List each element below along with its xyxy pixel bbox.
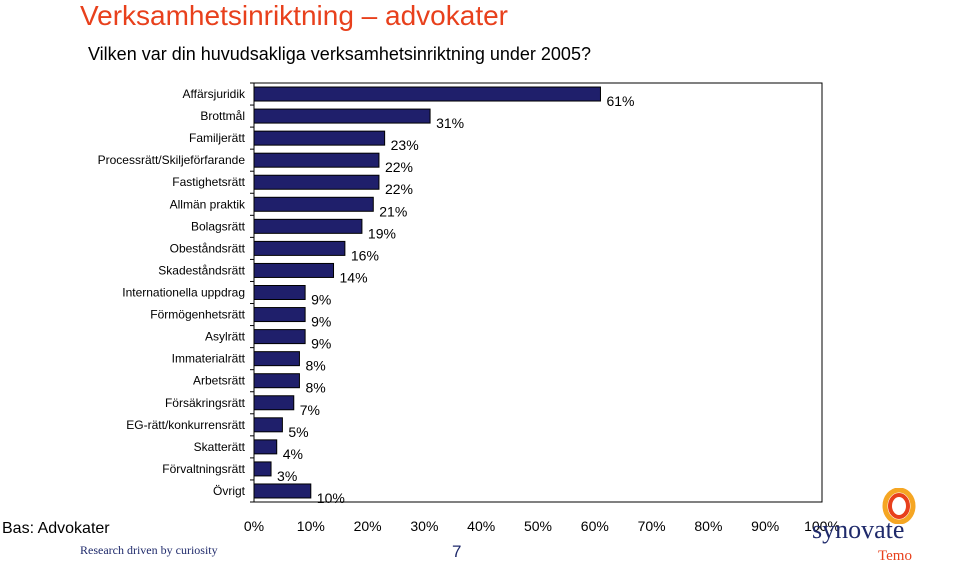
category-label: EG-rätt/konkurrensrätt: [126, 418, 245, 432]
value-label: 14%: [340, 269, 368, 285]
bar: [253, 262, 335, 278]
x-tick-label: 50%: [524, 518, 552, 534]
value-label: 5%: [288, 424, 308, 440]
bar: [253, 152, 380, 168]
value-label: 21%: [379, 203, 407, 219]
value-label: 4%: [283, 446, 303, 462]
category-label: Skatterätt: [194, 440, 246, 454]
value-labels-group: 61% 31% 23% 22% 22% 21% 19% 16% 14% 9% 9% 9% 8% 8% 7% 5…: [277, 93, 634, 506]
synovate-logo: synovate Temo: [808, 485, 958, 565]
x-ticks-group: 0% 10% 20% 30% 40% 50% 60% 70% 80% 90% 100%: [244, 518, 840, 534]
bar: [253, 307, 306, 323]
value-label: 7%: [300, 402, 320, 418]
base-label: Bas: Advokater: [2, 520, 110, 537]
logo-sub-text: Temo: [878, 548, 912, 564]
value-label: 19%: [368, 225, 396, 241]
bar: [253, 373, 300, 389]
value-label: 8%: [305, 380, 325, 396]
x-tick-label: 0%: [244, 518, 264, 534]
category-label: Obeståndsrätt: [170, 241, 246, 255]
category-label: Fastighetsrätt: [172, 175, 245, 189]
bar: [253, 130, 386, 146]
bar: [253, 461, 272, 477]
bars-group: [253, 86, 601, 499]
bar: [253, 174, 380, 190]
bar: [253, 417, 283, 433]
category-label: Allmän praktik: [170, 197, 246, 211]
value-label: 9%: [311, 336, 331, 352]
bar: [253, 196, 374, 212]
value-label: 9%: [311, 314, 331, 330]
category-label: Arbetsrätt: [193, 374, 246, 388]
value-label: 22%: [385, 181, 413, 197]
plot-frame: [250, 82, 823, 503]
page-number: 7: [452, 542, 462, 561]
x-tick-label: 100%: [804, 518, 840, 534]
value-label: 23%: [391, 137, 419, 153]
bar: [253, 351, 300, 367]
category-label: Internationella uppdrag: [122, 286, 245, 300]
survey-question: Vilken var din huvudsakliga verksamhetsi…: [88, 44, 591, 64]
bar: [253, 285, 306, 300]
value-label: 16%: [351, 247, 379, 263]
value-label: 3%: [277, 468, 297, 484]
x-tick-label: 60%: [581, 518, 609, 534]
value-label: 9%: [311, 292, 331, 308]
bar: [253, 329, 306, 345]
value-label: 22%: [385, 159, 413, 175]
category-label: Processrätt/Skiljeförfarande: [98, 153, 246, 167]
value-label: 8%: [305, 358, 325, 374]
bar: [253, 218, 363, 234]
category-label: Förmögenhetsrätt: [150, 308, 245, 322]
logo-brand-text: synovate: [812, 515, 905, 544]
bar: [253, 439, 278, 455]
bar: [253, 108, 431, 124]
category-label: Försäkringsrätt: [165, 396, 246, 410]
plot-area-border: [253, 82, 823, 503]
category-label: Immaterialrätt: [172, 352, 246, 366]
bar: [253, 86, 601, 102]
bar: [253, 483, 312, 499]
category-label: Asylrätt: [205, 330, 246, 344]
bar: [253, 240, 346, 256]
category-label: Förvaltningsrätt: [162, 462, 245, 476]
category-labels-group: Affärsjuridik Brottmål Familjerätt Processr…: [98, 87, 246, 498]
category-label: Skadeståndsrätt: [158, 263, 245, 277]
logo-ring-icon: [882, 488, 916, 524]
x-tick-label: 30%: [410, 518, 438, 534]
x-tick-label: 20%: [354, 518, 382, 534]
x-tick-label: 10%: [297, 518, 325, 534]
page-title: Verksamhetsinriktning – advokater: [80, 0, 508, 31]
category-label: Brottmål: [200, 109, 245, 123]
category-label: Familjerätt: [189, 131, 246, 145]
category-label: Bolagsrätt: [191, 219, 246, 233]
category-label: Övrigt: [213, 484, 246, 498]
x-tick-label: 70%: [638, 518, 666, 534]
value-label: 10%: [317, 490, 345, 506]
value-label: 31%: [436, 115, 464, 131]
value-label: 61%: [606, 93, 634, 109]
bar: [253, 395, 295, 411]
category-label: Affärsjuridik: [183, 87, 246, 101]
x-tick-label: 90%: [751, 518, 779, 534]
tagline: Research driven by curiosity: [80, 543, 218, 557]
x-tick-label: 80%: [694, 518, 722, 534]
x-tick-label: 40%: [467, 518, 495, 534]
